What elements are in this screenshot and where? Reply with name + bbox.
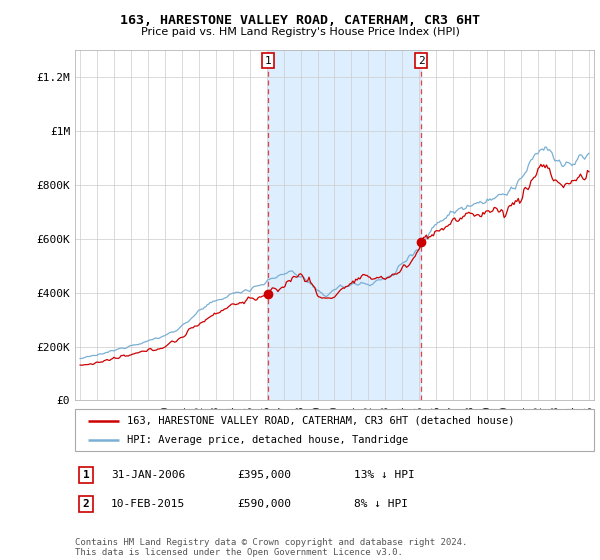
Text: 163, HARESTONE VALLEY ROAD, CATERHAM, CR3 6HT (detached house): 163, HARESTONE VALLEY ROAD, CATERHAM, CR…	[127, 416, 514, 426]
Text: 163, HARESTONE VALLEY ROAD, CATERHAM, CR3 6HT: 163, HARESTONE VALLEY ROAD, CATERHAM, CR…	[120, 14, 480, 27]
Text: Contains HM Land Registry data © Crown copyright and database right 2024.
This d: Contains HM Land Registry data © Crown c…	[75, 538, 467, 557]
Text: 10-FEB-2015: 10-FEB-2015	[111, 499, 185, 509]
Text: 2: 2	[418, 55, 425, 66]
Text: 8% ↓ HPI: 8% ↓ HPI	[354, 499, 408, 509]
Text: 13% ↓ HPI: 13% ↓ HPI	[354, 470, 415, 480]
Text: 1: 1	[83, 470, 89, 480]
Text: £395,000: £395,000	[237, 470, 291, 480]
Bar	[268, 50, 421, 400]
Text: Price paid vs. HM Land Registry's House Price Index (HPI): Price paid vs. HM Land Registry's House …	[140, 27, 460, 37]
Text: £590,000: £590,000	[237, 499, 291, 509]
Text: 31-JAN-2006: 31-JAN-2006	[111, 470, 185, 480]
Text: 2: 2	[83, 499, 89, 509]
Text: HPI: Average price, detached house, Tandridge: HPI: Average price, detached house, Tand…	[127, 435, 408, 445]
Text: 1: 1	[265, 55, 271, 66]
